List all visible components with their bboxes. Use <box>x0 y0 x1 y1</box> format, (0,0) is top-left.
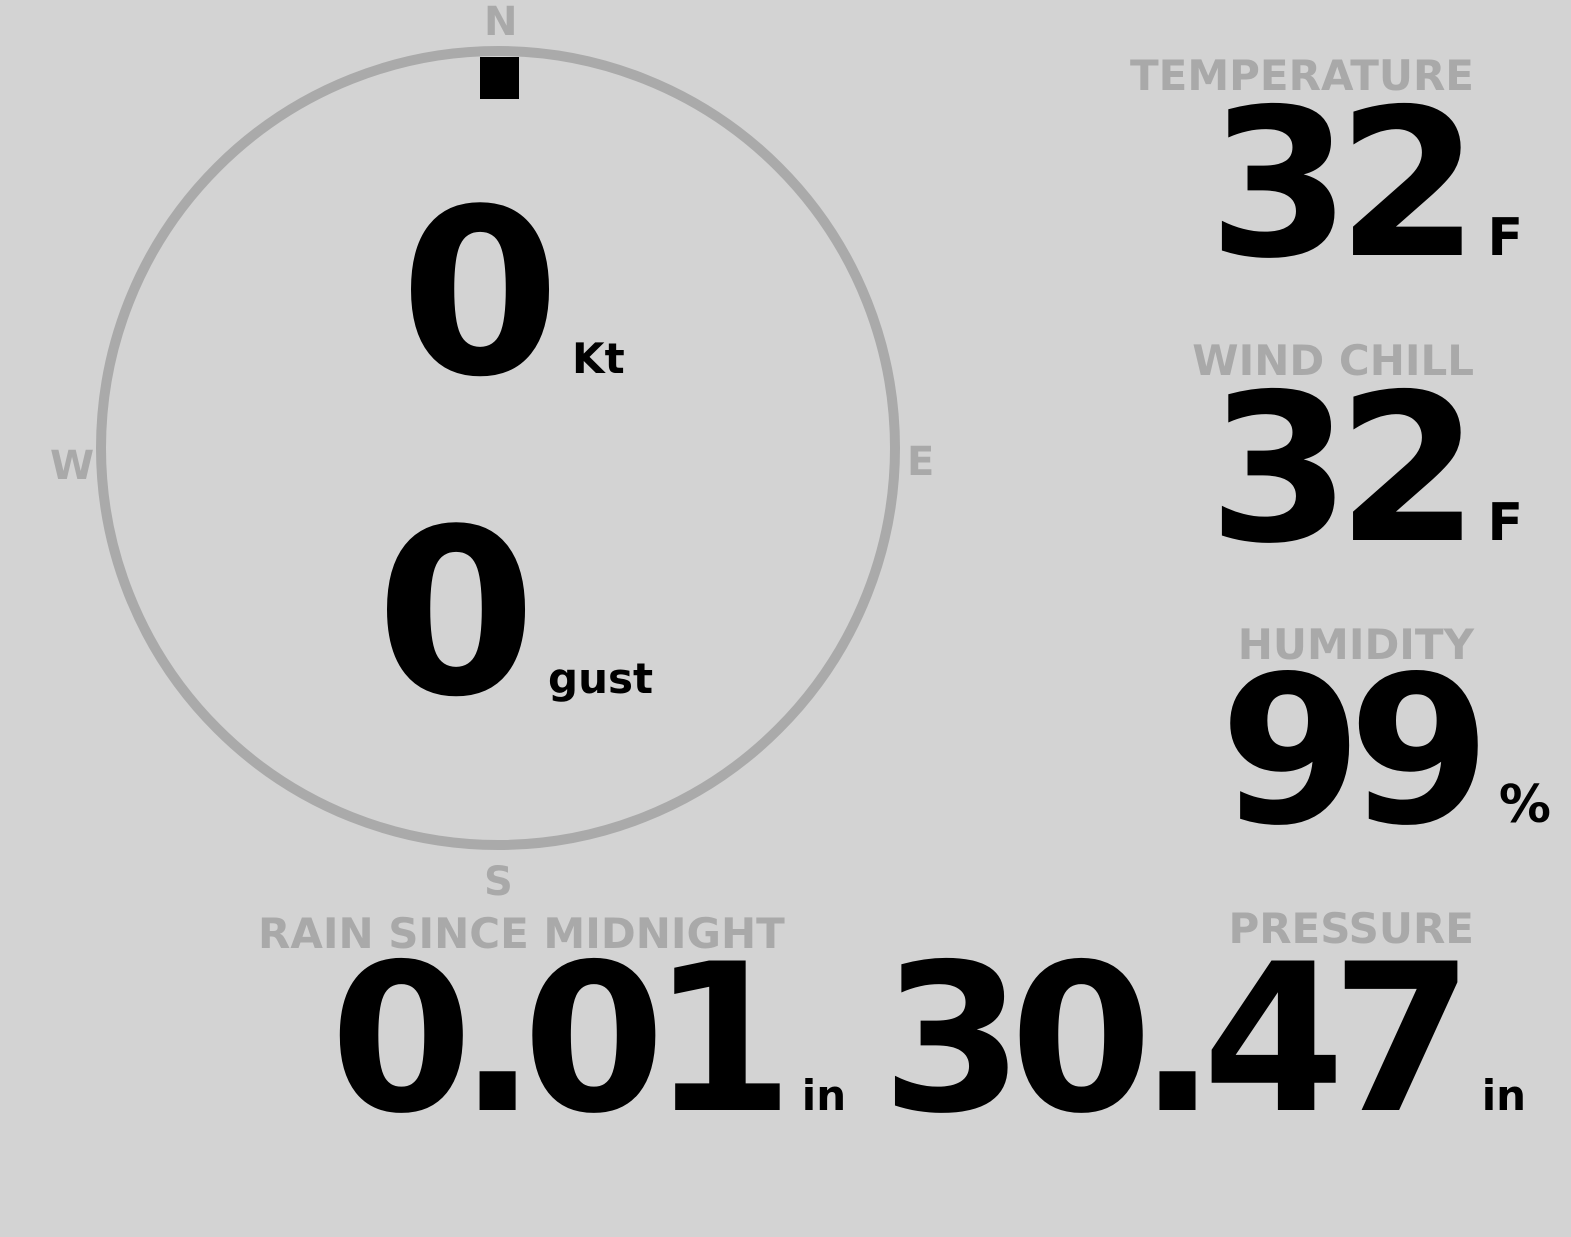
compass-east-label: E <box>907 439 935 485</box>
wind-speed-unit: Kt <box>572 334 625 383</box>
pressure-row: 30.47 in <box>881 921 1526 1159</box>
humidity-label: HUMIDITY <box>1237 620 1474 669</box>
wind-gust-row: 0 gust <box>376 481 654 748</box>
temperature-value: 32 <box>1208 66 1479 304</box>
compass-north-label: N <box>484 0 518 45</box>
wind-speed-value: 0 <box>400 161 561 428</box>
wind-chill-label: WIND CHILL <box>1192 336 1474 385</box>
wind-gust-value: 0 <box>376 481 537 748</box>
wind-compass <box>96 46 900 850</box>
wind-chill-row: 32 F <box>1208 351 1523 589</box>
humidity-unit: % <box>1498 775 1551 835</box>
humidity-row: 99 % <box>1219 633 1551 871</box>
temperature-row: 32 F <box>1208 66 1523 304</box>
rain-label: RAIN SINCE MIDNIGHT <box>258 909 785 958</box>
wind-speed-row: 0 Kt <box>400 161 625 428</box>
wind-chill-unit: F <box>1487 493 1523 553</box>
humidity-value: 99 <box>1219 633 1491 871</box>
wind-gust-unit: gust <box>548 654 654 703</box>
wind-direction-marker <box>480 57 519 99</box>
pressure-value: 30.47 <box>881 921 1473 1159</box>
pressure-label: PRESSURE <box>1228 904 1474 953</box>
temperature-label: TEMPERATURE <box>1130 51 1474 100</box>
compass-ring <box>96 46 900 850</box>
compass-west-label: W <box>50 443 95 489</box>
rain-unit: in <box>801 1071 847 1120</box>
compass-south-label: S <box>484 859 513 905</box>
rain-value: 0.01 <box>330 921 794 1159</box>
temperature-unit: F <box>1487 208 1523 268</box>
pressure-unit: in <box>1481 1071 1526 1120</box>
wind-chill-value: 32 <box>1208 351 1479 589</box>
rain-row: 0.01 in <box>330 921 847 1159</box>
